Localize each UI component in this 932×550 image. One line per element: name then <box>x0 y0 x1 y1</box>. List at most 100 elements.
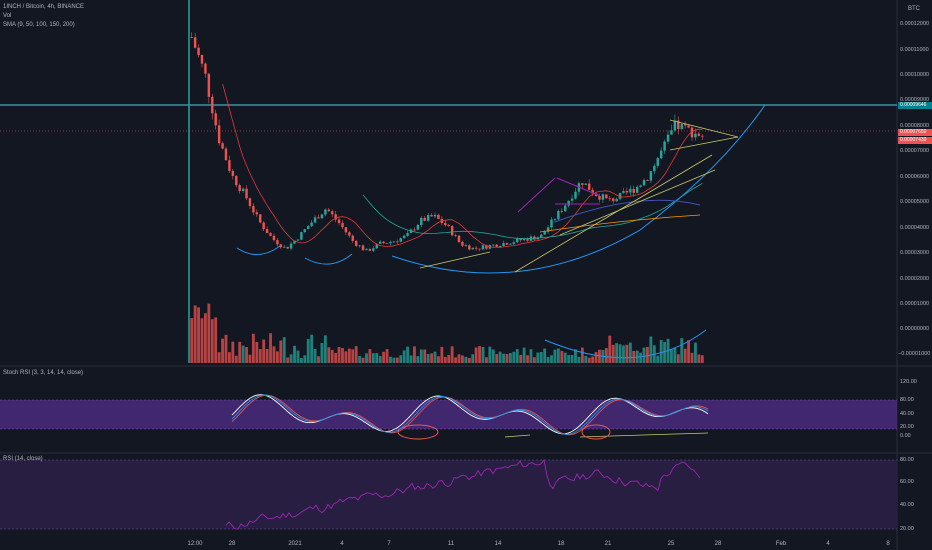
candle-body <box>193 37 197 48</box>
volume-bar <box>659 339 663 363</box>
candle-body <box>200 55 204 64</box>
volume-bar <box>286 357 290 363</box>
volume-bar <box>389 356 392 363</box>
candle-body <box>653 165 656 172</box>
moving-averages <box>222 83 703 248</box>
stoch-tick: 40.00 <box>900 411 914 417</box>
candle-body <box>553 219 557 221</box>
trendline-3 <box>559 169 716 236</box>
volume-bar <box>347 348 351 363</box>
candle-body <box>368 249 372 251</box>
candle-body <box>214 113 217 126</box>
sma-arc-orange <box>539 214 701 233</box>
candle-body <box>248 198 252 207</box>
candle-body <box>457 235 461 243</box>
candle-body <box>385 243 389 244</box>
time-tick: 2021 <box>288 541 302 547</box>
volume-bar <box>687 340 690 363</box>
candle-body <box>255 212 259 215</box>
volume-bar <box>433 351 437 363</box>
volume-bar <box>227 352 231 363</box>
volume-bar <box>556 348 560 363</box>
volume-bar <box>204 313 207 363</box>
candle-body <box>262 222 265 230</box>
volume-bar <box>419 349 423 363</box>
stoch-rsi-lines <box>231 394 709 436</box>
volume-bar <box>464 356 468 363</box>
volume-bar <box>618 344 622 363</box>
candle-body <box>454 235 457 237</box>
volume-bar <box>591 356 595 363</box>
volume-bar <box>378 356 382 363</box>
candle-body <box>279 244 283 248</box>
candle-body <box>550 219 553 228</box>
sma-line <box>222 83 703 248</box>
volume-bar <box>402 350 406 363</box>
stoch-line <box>231 394 709 435</box>
candle-body <box>567 200 570 206</box>
volume-bar <box>587 357 591 363</box>
candle-body <box>190 37 193 38</box>
volume-bar <box>461 355 464 363</box>
volume-bar <box>694 342 697 363</box>
candle-body <box>474 247 478 249</box>
drawings[interactable] <box>236 104 766 440</box>
volume-bar <box>358 355 362 363</box>
rsi-tick: 80.00 <box>900 457 914 463</box>
volume-bar <box>580 347 584 363</box>
candle-body <box>697 133 701 136</box>
candle-body <box>468 245 471 250</box>
volume-bar <box>265 349 269 363</box>
volume-bar <box>478 346 481 363</box>
candle-body <box>498 246 502 247</box>
volume-bar <box>505 354 509 363</box>
volume-bar <box>546 356 550 363</box>
volume-bar <box>622 345 625 363</box>
price-tick: 0.00009000 <box>900 97 930 103</box>
volume-bar <box>491 349 495 363</box>
volume-bar <box>392 357 396 363</box>
price-tick: 0.00008000 <box>900 123 930 129</box>
time-tick: 4 <box>340 541 344 547</box>
candle-body <box>687 125 690 128</box>
volume-bar <box>341 348 344 363</box>
volume-bar <box>423 349 427 363</box>
candle-body <box>659 150 663 159</box>
price-tick: 0.00006000 <box>900 174 930 180</box>
volume-bar <box>303 355 307 363</box>
volume-bar <box>560 350 564 363</box>
candle-body <box>423 217 426 221</box>
volume-bar <box>310 334 314 363</box>
candle-body <box>265 229 269 234</box>
rsi-band <box>0 460 897 529</box>
stoch-trendline-1 <box>504 434 531 438</box>
candle-body <box>334 214 337 220</box>
volume-bar <box>306 339 310 363</box>
candle-body <box>382 241 385 244</box>
sma-arc-long <box>554 199 701 223</box>
volume-bar <box>361 357 365 363</box>
candle-body <box>207 73 211 97</box>
candle-body <box>444 222 447 226</box>
candle-body <box>587 183 591 190</box>
volume-bar <box>371 353 375 363</box>
volume-bar <box>193 305 197 363</box>
volume-bar <box>413 346 416 363</box>
volume-bar <box>337 347 341 363</box>
candle-body <box>217 125 221 144</box>
volume-bar <box>210 319 214 363</box>
candle-body <box>351 235 354 241</box>
price-tick: 0.00003000 <box>900 250 930 256</box>
resistance-price-tag: 0.00009646 <box>898 102 932 109</box>
volume-bar <box>676 354 680 363</box>
volume-bar <box>443 356 447 363</box>
candle-body <box>694 133 697 138</box>
volume-bar <box>354 346 358 363</box>
volume-bar <box>426 353 430 363</box>
volume-bar <box>625 344 629 363</box>
volume-bar <box>570 355 574 363</box>
volume-bar <box>197 307 200 363</box>
volume-bar <box>430 353 433 363</box>
volume-bar <box>663 342 667 363</box>
